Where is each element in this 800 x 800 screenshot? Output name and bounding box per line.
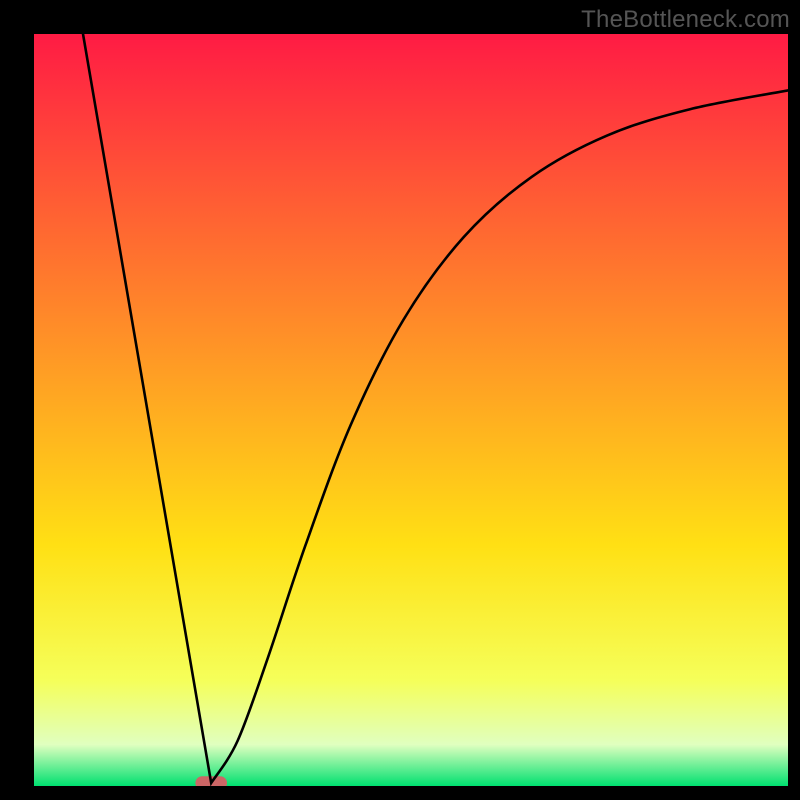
plot-area: [34, 34, 788, 786]
watermark-text: TheBottleneck.com: [581, 6, 790, 34]
chart-svg: [34, 34, 788, 786]
chart-frame: TheBottleneck.com: [0, 0, 800, 800]
